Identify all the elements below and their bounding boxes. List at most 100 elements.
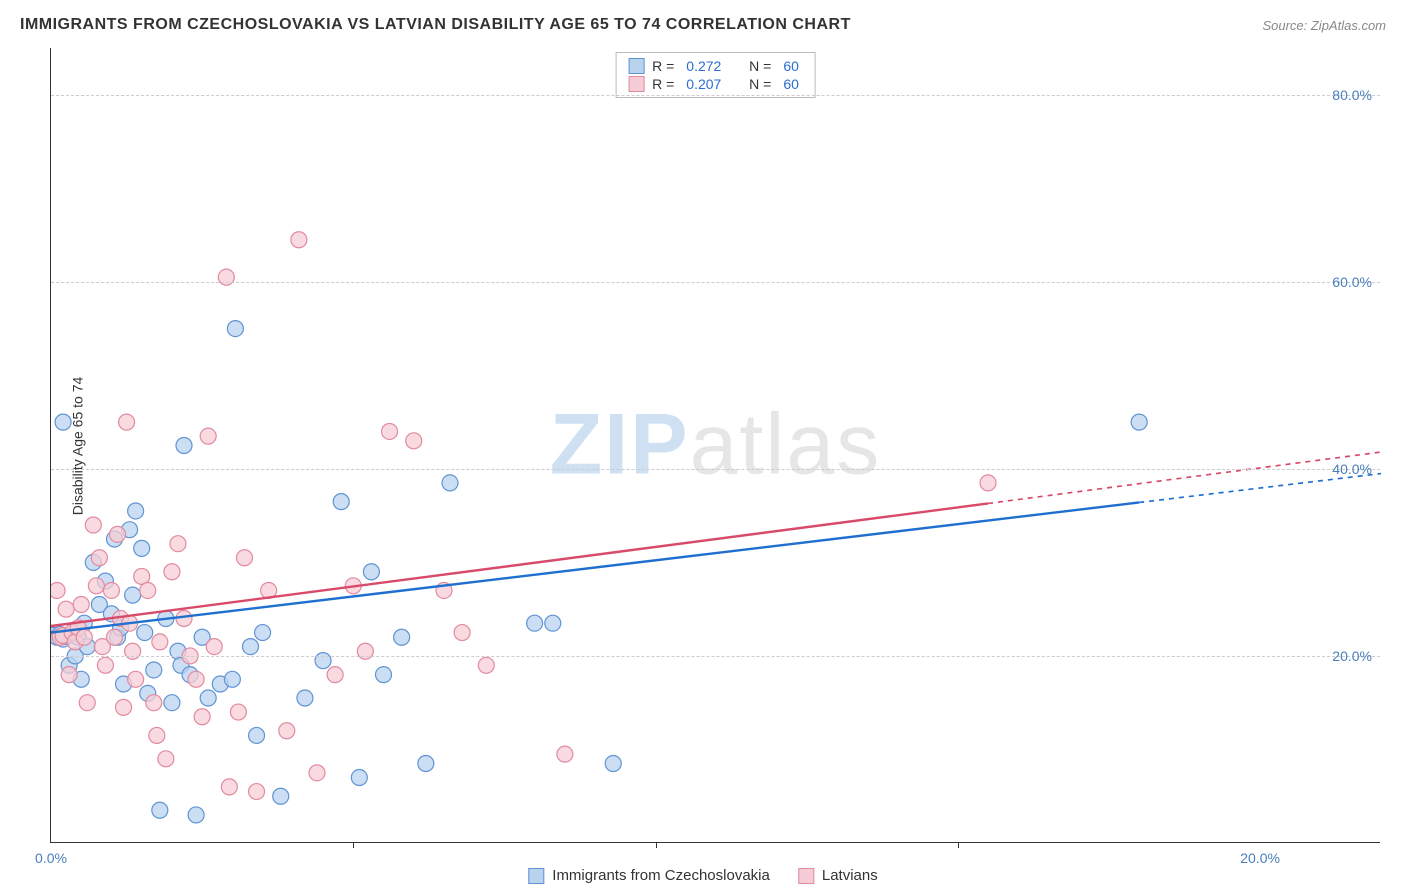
legend-swatch [528, 868, 544, 884]
chart-title: IMMIGRANTS FROM CZECHOSLOVAKIA VS LATVIA… [20, 16, 851, 34]
data-point [527, 615, 543, 631]
data-point [149, 727, 165, 743]
data-point [376, 667, 392, 683]
data-point [55, 414, 71, 430]
data-point [478, 657, 494, 673]
data-point [273, 788, 289, 804]
data-point [137, 625, 153, 641]
data-point [91, 550, 107, 566]
x-tick-mark [353, 842, 354, 848]
x-tick-mark [958, 842, 959, 848]
data-point [152, 634, 168, 650]
legend-item: Immigrants from Czechoslovakia [528, 867, 770, 884]
y-tick-label: 20.0% [1332, 648, 1372, 664]
data-point [103, 582, 119, 598]
data-point [206, 639, 222, 655]
data-point [454, 625, 470, 641]
trend-line [51, 502, 1139, 632]
legend-stats: R = 0.272 N = 60 R = 0.207 N = 60 [615, 52, 816, 98]
legend-r-label: R = [652, 76, 674, 92]
legend-stat-row: R = 0.272 N = 60 [628, 57, 803, 75]
correlation-chart: IMMIGRANTS FROM CZECHOSLOVAKIA VS LATVIA… [0, 0, 1406, 892]
data-point [243, 639, 259, 655]
trend-line-extrapolated [988, 452, 1381, 503]
legend-r-value: 0.207 [682, 76, 725, 92]
data-point [418, 756, 434, 772]
data-point [382, 423, 398, 439]
gridline [51, 469, 1380, 470]
data-point [605, 756, 621, 772]
data-point [309, 765, 325, 781]
legend-series-label: Latvians [822, 867, 878, 884]
legend-series-label: Immigrants from Czechoslovakia [552, 867, 770, 884]
data-point [221, 779, 237, 795]
data-point [128, 503, 144, 519]
data-point [119, 414, 135, 430]
gridline [51, 282, 1380, 283]
data-point [394, 629, 410, 645]
data-point [97, 657, 113, 673]
data-point [110, 526, 126, 542]
legend-swatch [628, 58, 644, 74]
data-point [351, 770, 367, 786]
data-point [249, 727, 265, 743]
legend-n-value: 60 [779, 58, 803, 74]
legend-swatch [628, 76, 644, 92]
data-point [194, 709, 210, 725]
data-point [164, 564, 180, 580]
data-point [227, 321, 243, 337]
data-point [106, 629, 122, 645]
data-point [125, 587, 141, 603]
x-tick-label: 0.0% [35, 850, 67, 866]
data-point [128, 671, 144, 687]
legend-r-label: R = [652, 58, 674, 74]
data-point [188, 671, 204, 687]
trend-line [51, 503, 988, 626]
legend-n-label: N = [749, 76, 771, 92]
plot-area: ZIPatlas R =0.272 N =60R =0.207 N =60 20… [50, 48, 1380, 843]
data-point [557, 746, 573, 762]
y-tick-label: 60.0% [1332, 274, 1372, 290]
legend-r-value: 0.272 [682, 58, 725, 74]
data-point [164, 695, 180, 711]
data-point [980, 475, 996, 491]
gridline [51, 95, 1380, 96]
data-point [79, 695, 95, 711]
data-point [61, 667, 77, 683]
data-point [51, 582, 65, 598]
source-label: Source: ZipAtlas.com [1262, 18, 1386, 33]
data-point [279, 723, 295, 739]
data-point [230, 704, 246, 720]
data-point [249, 784, 265, 800]
data-point [188, 807, 204, 823]
data-point [73, 597, 89, 613]
legend-series: Immigrants from Czechoslovakia Latvians [528, 867, 877, 884]
y-tick-label: 80.0% [1332, 87, 1372, 103]
data-point [146, 695, 162, 711]
data-point [140, 582, 156, 598]
x-tick-mark [656, 842, 657, 848]
data-point [333, 494, 349, 510]
data-point [224, 671, 240, 687]
data-point [255, 625, 271, 641]
data-point [406, 433, 422, 449]
data-point [76, 629, 92, 645]
legend-stat-row: R = 0.207 N = 60 [628, 75, 803, 93]
trend-line-extrapolated [1139, 474, 1381, 503]
data-point [170, 536, 186, 552]
data-point [363, 564, 379, 580]
data-point [236, 550, 252, 566]
data-point [291, 232, 307, 248]
data-point [200, 690, 216, 706]
data-point [85, 517, 101, 533]
data-point [116, 699, 132, 715]
data-point [1131, 414, 1147, 430]
x-tick-label: 20.0% [1240, 850, 1280, 866]
data-point [88, 578, 104, 594]
data-point [152, 802, 168, 818]
data-point [146, 662, 162, 678]
legend-n-label: N = [749, 58, 771, 74]
data-point [297, 690, 313, 706]
legend-n-value: 60 [779, 76, 803, 92]
data-point [200, 428, 216, 444]
